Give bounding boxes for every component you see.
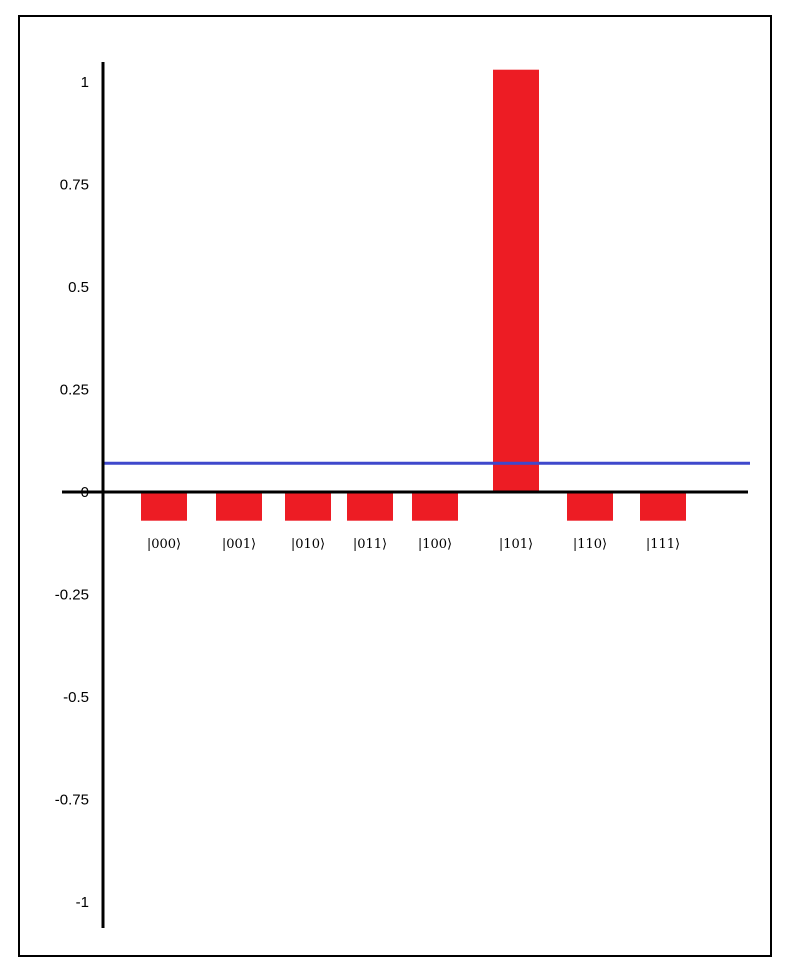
y-tick-label: 0.75	[60, 177, 89, 194]
x-tick-label: |011⟩	[353, 537, 387, 552]
x-tick-label: |100⟩	[418, 537, 452, 552]
bars	[141, 69, 686, 521]
y-tick-label: -1	[76, 894, 89, 911]
y-tick-label: 1	[81, 74, 89, 91]
bar-0	[141, 492, 187, 521]
axes	[62, 62, 748, 928]
x-tick-label: |111⟩	[646, 537, 680, 552]
x-tick-label: |001⟩	[222, 537, 256, 552]
chart-frame	[18, 15, 772, 957]
bar-3	[347, 492, 393, 521]
y-tick-label: 0.5	[68, 279, 89, 296]
y-tick-label: -0.5	[63, 689, 89, 706]
y-tick-label: -0.25	[55, 587, 89, 604]
bar-4	[412, 492, 458, 521]
x-tick-label: |110⟩	[573, 537, 607, 552]
y-tick-label: 0.25	[60, 382, 89, 399]
x-tick-labels: |000⟩ |001⟩ |010⟩ |011⟩ |100⟩ |101⟩ |110⟩ |111⟩	[147, 537, 680, 552]
x-tick-label: |010⟩	[291, 537, 325, 552]
bar-2	[285, 492, 331, 521]
y-tick-label: -0.75	[55, 792, 89, 809]
bar-7	[640, 492, 686, 521]
y-tick-labels: 10.750.50.250-0.25-0.5-0.75-1	[55, 74, 89, 911]
bar-5	[493, 69, 539, 492]
x-tick-label: |000⟩	[147, 537, 181, 552]
bar-6	[567, 492, 613, 521]
x-tick-label: |101⟩	[499, 537, 533, 552]
bar-1	[216, 492, 262, 521]
